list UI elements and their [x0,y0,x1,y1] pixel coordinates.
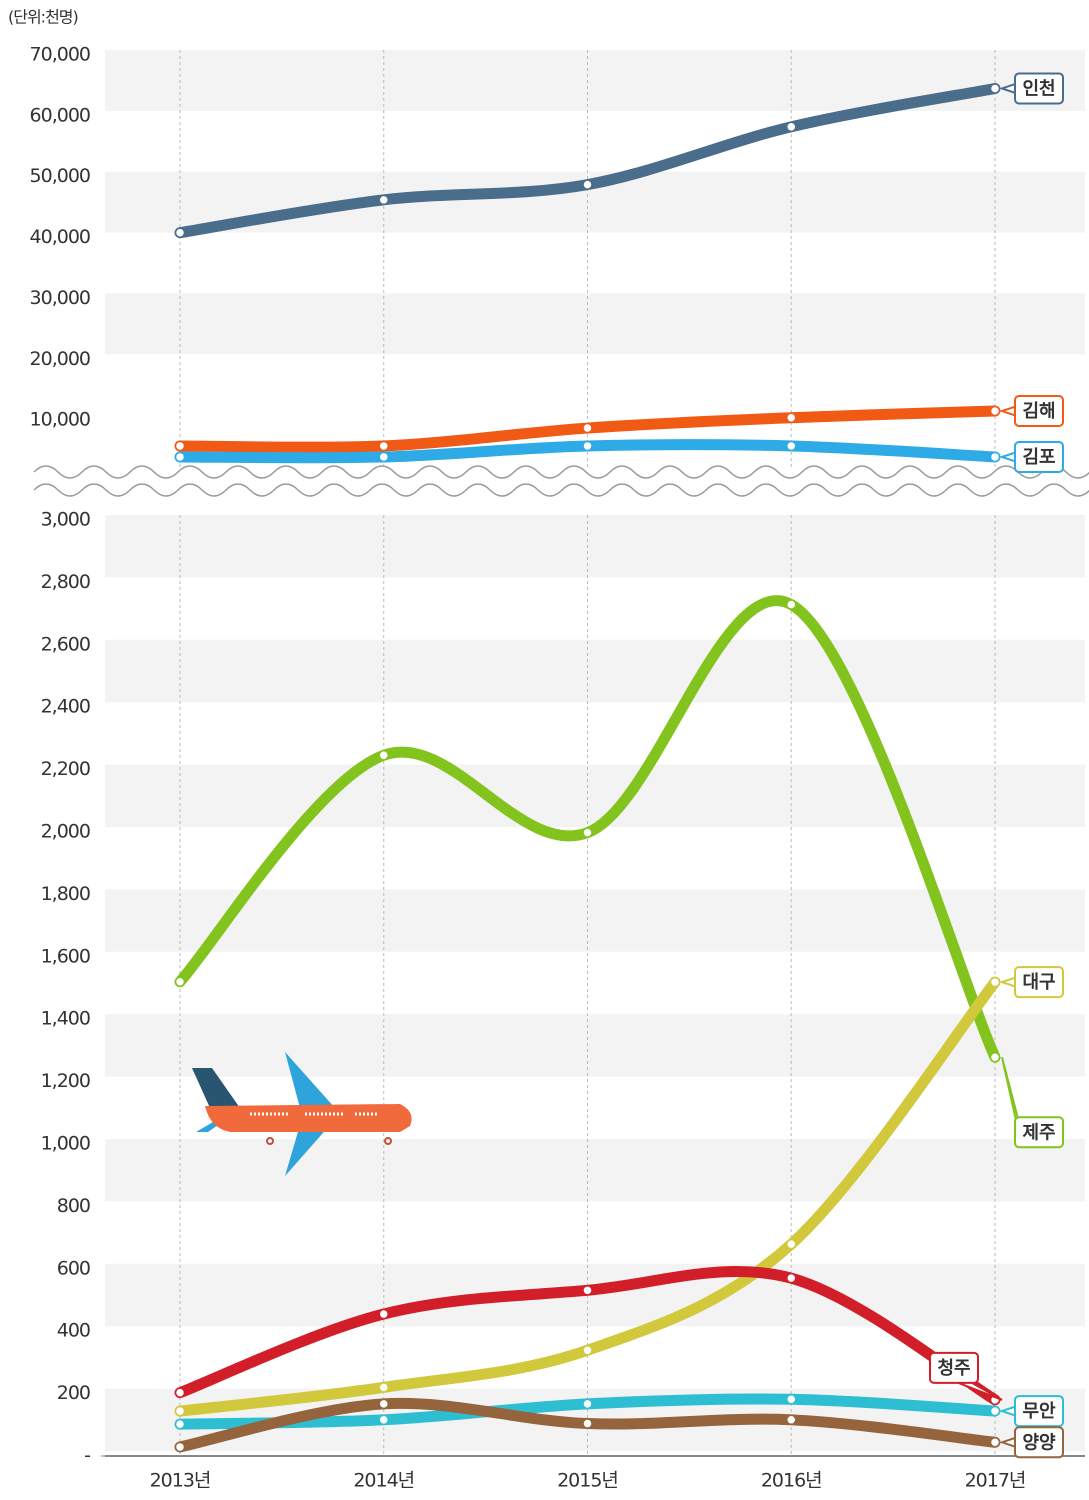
x-tick-label: 2014년 [353,1470,414,1492]
y-tick-label: 1,200 [41,1070,90,1092]
point-marker [991,1053,1000,1062]
y-tick-label: 2,200 [41,758,90,780]
point-marker [787,413,796,422]
y-tick-label: 60,000 [30,104,90,126]
y-tick-label: 70,000 [30,44,90,66]
y-tick-label: 1,000 [41,1133,90,1155]
y-tick-label: 10,000 [30,409,90,431]
y-tick-label: 40,000 [30,226,90,248]
point-marker [787,122,796,131]
point-marker [991,1438,1000,1447]
point-marker [583,424,592,433]
point-marker [583,441,592,450]
grid-band [105,515,1085,577]
point-marker [583,180,592,189]
y-tick-label: 200 [57,1382,90,1404]
point-marker [787,1240,796,1249]
point-marker [991,452,1000,461]
point-marker [583,1419,592,1428]
point-marker [379,1383,388,1392]
point-marker [176,452,185,461]
chart: (단위:천명) 10,000 20,000 30,000 40,000 50,000 60… [0,0,1089,1500]
legend-label: 인천 [1022,78,1055,99]
y-tick-label: - [84,1445,90,1467]
y-tick-label: 400 [57,1320,90,1342]
point-marker [379,1399,388,1408]
point-marker [991,1407,1000,1416]
y-tick-label: 2,400 [41,696,90,718]
point-marker [583,1399,592,1408]
point-marker [583,828,592,837]
legend-label: 대구 [1022,972,1055,993]
point-marker [991,407,1000,416]
legend-label: 청주 [937,1358,970,1379]
point-marker [379,452,388,461]
y-tick-label: 1,800 [41,883,90,905]
point-marker [787,1395,796,1404]
point-marker [787,441,796,450]
point-marker [787,1415,796,1424]
point-marker [991,978,1000,987]
point-marker [379,1310,388,1319]
point-marker [176,1442,185,1451]
y-tick-label: 30,000 [30,287,90,309]
legend-label: 제주 [1022,1122,1055,1143]
point-marker [176,228,185,237]
grid-band [105,293,1085,354]
y-tick-label: 3,000 [41,509,90,531]
point-marker [379,1415,388,1424]
x-tick-label: 2017년 [965,1470,1026,1492]
point-marker [379,751,388,760]
point-marker [176,1407,185,1416]
x-tick-label: 2013년 [150,1470,211,1492]
y-tick-label: 20,000 [30,348,90,370]
point-marker [583,1286,592,1295]
point-marker [176,441,185,450]
legend-label: 무안 [1022,1401,1056,1422]
x-tick-label: 2015년 [557,1470,618,1492]
legend-label: 양양 [1022,1432,1056,1453]
point-marker [176,977,185,986]
point-marker [787,600,796,609]
point-marker [379,195,388,204]
y-tick-label: 2,600 [41,633,90,655]
y-tick-label: 2,000 [41,821,90,843]
axis-break [34,466,1089,496]
y-tick-label: 50,000 [30,165,90,187]
point-marker [379,441,388,450]
point-marker [991,84,1000,93]
point-marker [583,1346,592,1355]
unit-label: (단위:천명) [8,8,78,27]
point-marker [787,1274,796,1283]
grid-band [105,640,1085,702]
legend-label: 김해 [1022,401,1055,422]
y-tick-label: 800 [57,1195,90,1217]
grid-band [105,1139,1085,1201]
y-tick-label: 1,400 [41,1008,90,1030]
grid-band [105,765,1085,827]
y-tick-label: 1,600 [41,945,90,967]
y-tick-label: 2,800 [41,571,90,593]
point-marker [176,1388,185,1397]
legend-label: 김포 [1022,447,1055,468]
x-tick-label: 2016년 [761,1470,822,1492]
y-tick-label: 600 [57,1257,90,1279]
point-marker [176,1420,185,1429]
